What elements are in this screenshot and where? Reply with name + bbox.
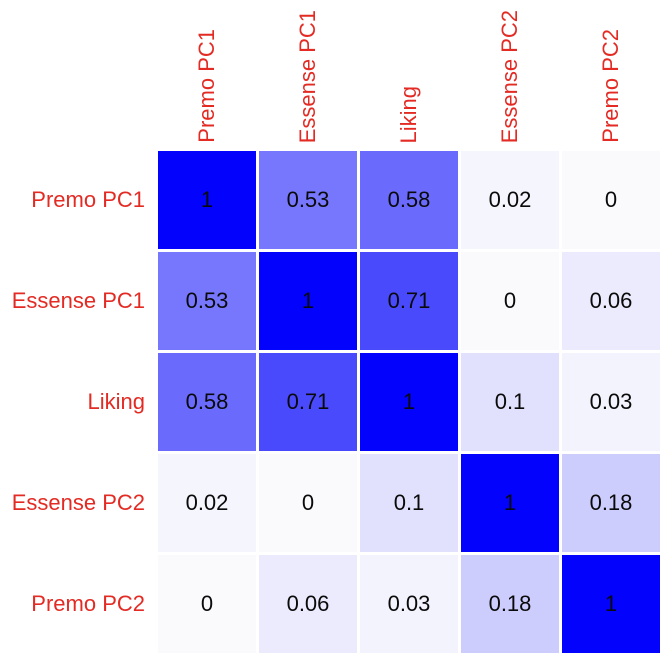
matrix-cell: 0.1 [461,353,559,451]
row-header-1: Premo PC1 [0,151,155,249]
column-label: Essense PC2 [497,9,522,143]
matrix-cell: 0.06 [562,252,660,350]
cell-value: 0.06 [286,591,330,616]
cell-value: 0.71 [286,389,330,414]
column-label: Premo PC1 [194,29,219,143]
cell-value: 1 [200,187,214,212]
matrix-cell: 1 [360,353,458,451]
matrix-cell: 0 [259,454,357,552]
matrix-cell: 0.02 [461,151,559,249]
matrix-cell: 0.53 [259,151,357,249]
cell-value: 1 [604,591,618,616]
matrix-cell: 0.71 [360,252,458,350]
cell-value: 0 [503,288,517,313]
matrix-cell: 0.58 [158,353,256,451]
cell-value: 0.02 [488,187,532,212]
column-label: Essense PC1 [295,9,320,143]
cell-value: 0.03 [387,591,431,616]
matrix-cell: 0.53 [158,252,256,350]
row-header-3: Liking [0,353,155,451]
cell-value: 0.58 [185,389,229,414]
column-header-3: Liking [360,0,458,148]
cell-value: 0.18 [589,490,633,515]
matrix-cell: 0.03 [360,555,458,653]
row-label: Premo PC2 [31,591,145,616]
matrix-cell: 0 [158,555,256,653]
column-header-1: Premo PC1 [158,0,256,148]
cell-value: 0.06 [589,288,633,313]
cell-value: 0.18 [488,591,532,616]
column-header-4: Essense PC2 [461,0,559,148]
matrix-cell: 0.02 [158,454,256,552]
matrix-cell: 0.58 [360,151,458,249]
row-label: Essense PC2 [11,490,145,515]
row-header-2: Essense PC1 [0,252,155,350]
column-header-2: Essense PC1 [259,0,357,148]
matrix-cell: 0.18 [562,454,660,552]
corner-spacer [0,0,155,148]
cell-value: 0.1 [393,490,425,515]
cell-value: 0 [301,490,315,515]
matrix-cell: 0.06 [259,555,357,653]
row-label: Essense PC1 [11,288,145,313]
column-label: Liking [396,85,421,143]
cell-value: 1 [301,288,315,313]
matrix-cell: 0.03 [562,353,660,451]
matrix-cell: 1 [259,252,357,350]
row-label: Premo PC1 [31,187,145,212]
matrix-cell: 0.18 [461,555,559,653]
cell-value: 0.58 [387,187,431,212]
matrix-cell: 0.1 [360,454,458,552]
matrix-cell: 1 [461,454,559,552]
matrix-cell: 0 [461,252,559,350]
cell-value: 0 [200,591,214,616]
cell-value: 0.53 [286,187,330,212]
column-label: Premo PC2 [598,29,623,143]
matrix-cell: 0 [562,151,660,249]
row-header-4: Essense PC2 [0,454,155,552]
cell-value: 0.71 [387,288,431,313]
cell-value: 0 [604,187,618,212]
row-header-5: Premo PC2 [0,555,155,653]
column-header-5: Premo PC2 [562,0,660,148]
cell-value: 0.02 [185,490,229,515]
row-label: Liking [87,389,145,414]
correlation-grid: Premo PC1 Essense PC1 Liking Essense PC2 Pre… [0,0,660,653]
cell-value: 0.53 [185,288,229,313]
cell-value: 1 [503,490,517,515]
cell-value: 0.1 [494,389,526,414]
matrix-cell: 1 [562,555,660,653]
cell-value: 1 [402,389,416,414]
matrix-cell: 1 [158,151,256,249]
cell-value: 0.03 [589,389,633,414]
matrix-cell: 0.71 [259,353,357,451]
